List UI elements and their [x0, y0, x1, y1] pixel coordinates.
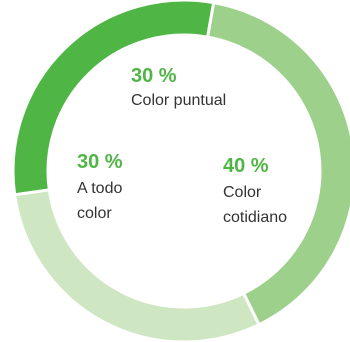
- slice-label-2-line-1: color: [77, 205, 112, 222]
- slice-percent-1: 40 %: [223, 155, 269, 177]
- slice-label-0-line-0: Color puntual: [131, 92, 226, 109]
- donut-slice-2: [12, 188, 261, 342]
- slice-label-1-line-0: Color: [223, 184, 262, 201]
- slice-label-2-line-0: A todo: [77, 180, 122, 197]
- slice-percent-2: 30 %: [77, 151, 123, 173]
- slice-percent-0: 30 %: [131, 65, 177, 87]
- slice-label-1-line-1: cotidiano: [223, 209, 287, 226]
